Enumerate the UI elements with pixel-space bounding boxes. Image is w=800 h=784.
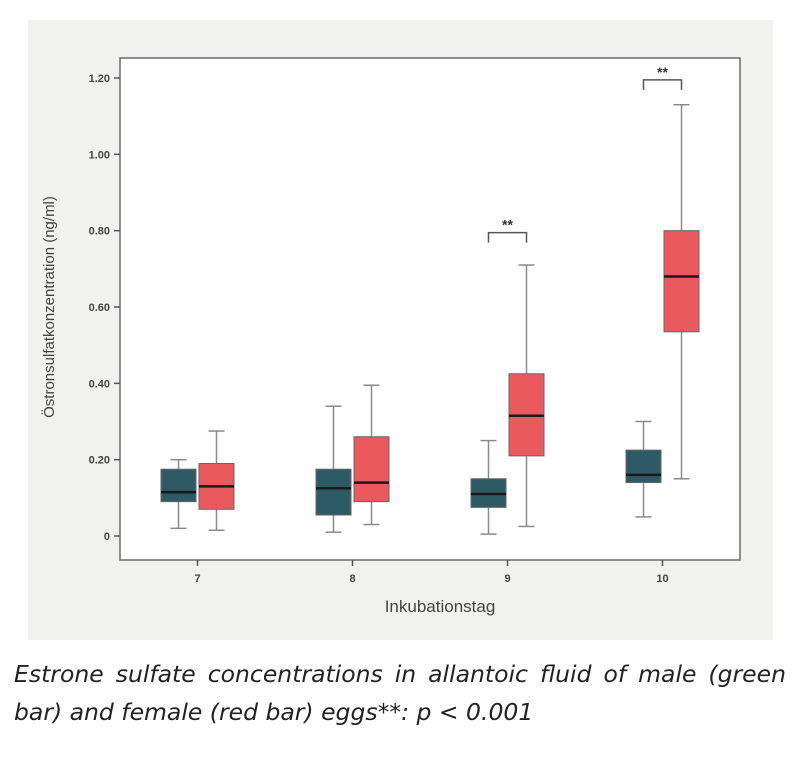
y-axis-label: Östronsulfatkonzentration (ng/ml) xyxy=(40,196,58,418)
box-iqr xyxy=(315,468,352,516)
x-tick-label: 8 xyxy=(349,573,355,585)
y-tick-label: 1.20 xyxy=(89,73,110,85)
x-axis-label: Inkubationstag xyxy=(385,597,496,616)
y-tick-label: 0.60 xyxy=(89,302,110,314)
figure-caption: Estrone sulfate concentrations in allant… xyxy=(14,660,786,726)
y-tick-label: 1.00 xyxy=(89,149,110,161)
box-iqr xyxy=(625,449,662,484)
box-iqr xyxy=(160,468,197,503)
y-tick-label: 0.20 xyxy=(89,455,110,467)
chart-panel: 0 0.20 0.40 0.60 0.80 1.00 1.20 7 8 9 10 Inkubation… xyxy=(28,20,773,640)
significance-bracket xyxy=(642,79,683,90)
x-tick-label: 10 xyxy=(656,573,668,585)
x-tick-label: 7 xyxy=(194,573,200,585)
y-tick-label: 0 xyxy=(104,531,110,543)
y-tick-label: 0.40 xyxy=(89,378,110,390)
significance-label: ** xyxy=(502,217,513,233)
box-iqr xyxy=(353,436,390,503)
y-tick-label: 0.80 xyxy=(89,226,110,238)
box-iqr xyxy=(663,230,700,333)
x-tick-label: 9 xyxy=(504,573,510,585)
significance-bracket xyxy=(487,231,528,243)
significance-label: ** xyxy=(657,64,668,80)
box-plot-chart: 0 0.20 0.40 0.60 0.80 1.00 1.20 7 8 9 10 Inkubation… xyxy=(40,57,741,616)
